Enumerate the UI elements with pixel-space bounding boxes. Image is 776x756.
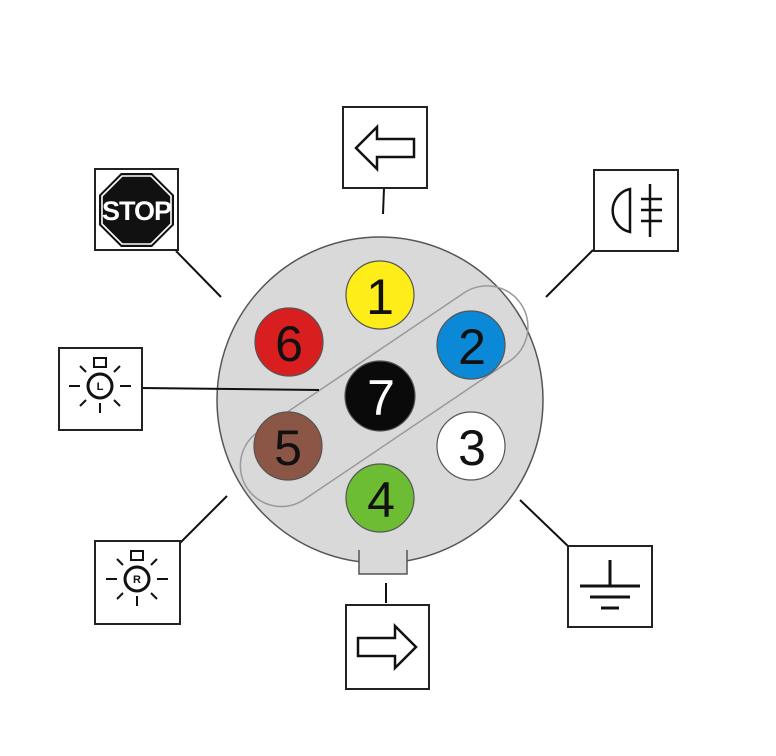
stop-sign-border xyxy=(101,175,172,245)
pin-3-disc xyxy=(436,411,506,481)
ground-icon xyxy=(580,560,640,610)
pin-4-label: 4 xyxy=(367,472,395,528)
pin-7: 7 xyxy=(344,360,416,432)
pin-6: 6 xyxy=(254,307,324,377)
tail-light-left-icon xyxy=(69,357,131,413)
pin-6-disc xyxy=(254,307,324,377)
pin-4: 4 xyxy=(345,463,415,533)
pin-2-label: 2 xyxy=(458,319,486,375)
socket-groove xyxy=(239,285,529,508)
pin-5-label: 5 xyxy=(274,420,302,476)
leader-lines xyxy=(141,187,594,603)
pin-2-disc xyxy=(436,310,506,380)
left-tail-light-symbol: L xyxy=(58,347,143,431)
tail-light-right-letter: R xyxy=(133,574,141,586)
tail-light-right-icon xyxy=(106,550,168,606)
arrow-left-icon xyxy=(354,123,416,173)
pin-4-disc xyxy=(345,463,415,533)
pin-1: 1 xyxy=(345,260,415,330)
pin-5: 5 xyxy=(253,411,323,481)
right-tail-light-symbol: R xyxy=(94,540,181,625)
pin-6-label: 6 xyxy=(275,316,303,372)
ground-symbol xyxy=(567,545,653,628)
leader-line-right-tail-light xyxy=(179,495,228,544)
pin-5-disc xyxy=(253,411,323,481)
stop-sign-icon xyxy=(99,173,174,247)
pin-3-label: 3 xyxy=(458,420,486,476)
rear-fog-light-icon xyxy=(611,184,662,237)
leader-line-left-indicator xyxy=(382,187,385,215)
tail-light-left-letter: L xyxy=(97,381,104,393)
pin-1-disc xyxy=(345,260,415,330)
pin-3: 3 xyxy=(436,411,506,481)
leader-line-ground xyxy=(519,499,571,549)
stop-sign-text: STOP xyxy=(102,196,172,226)
pin-7-disc xyxy=(344,360,416,432)
leader-line-stop xyxy=(175,250,222,298)
pin-7-label: 7 xyxy=(367,370,395,426)
left-indicator-symbol xyxy=(342,106,428,189)
socket-key-tab xyxy=(358,550,408,575)
pin-1-label: 1 xyxy=(366,269,394,325)
stop-symbol: STOP xyxy=(94,168,179,251)
leader-line-fog-light xyxy=(545,249,594,298)
pin-2: 2 xyxy=(436,310,506,380)
fog-light-box xyxy=(593,169,679,252)
right-indicator-symbol xyxy=(345,604,430,690)
leader-line-left-tail-light xyxy=(141,387,320,391)
fog-light-symbol xyxy=(593,169,679,252)
arrow-right-icon xyxy=(356,622,418,672)
